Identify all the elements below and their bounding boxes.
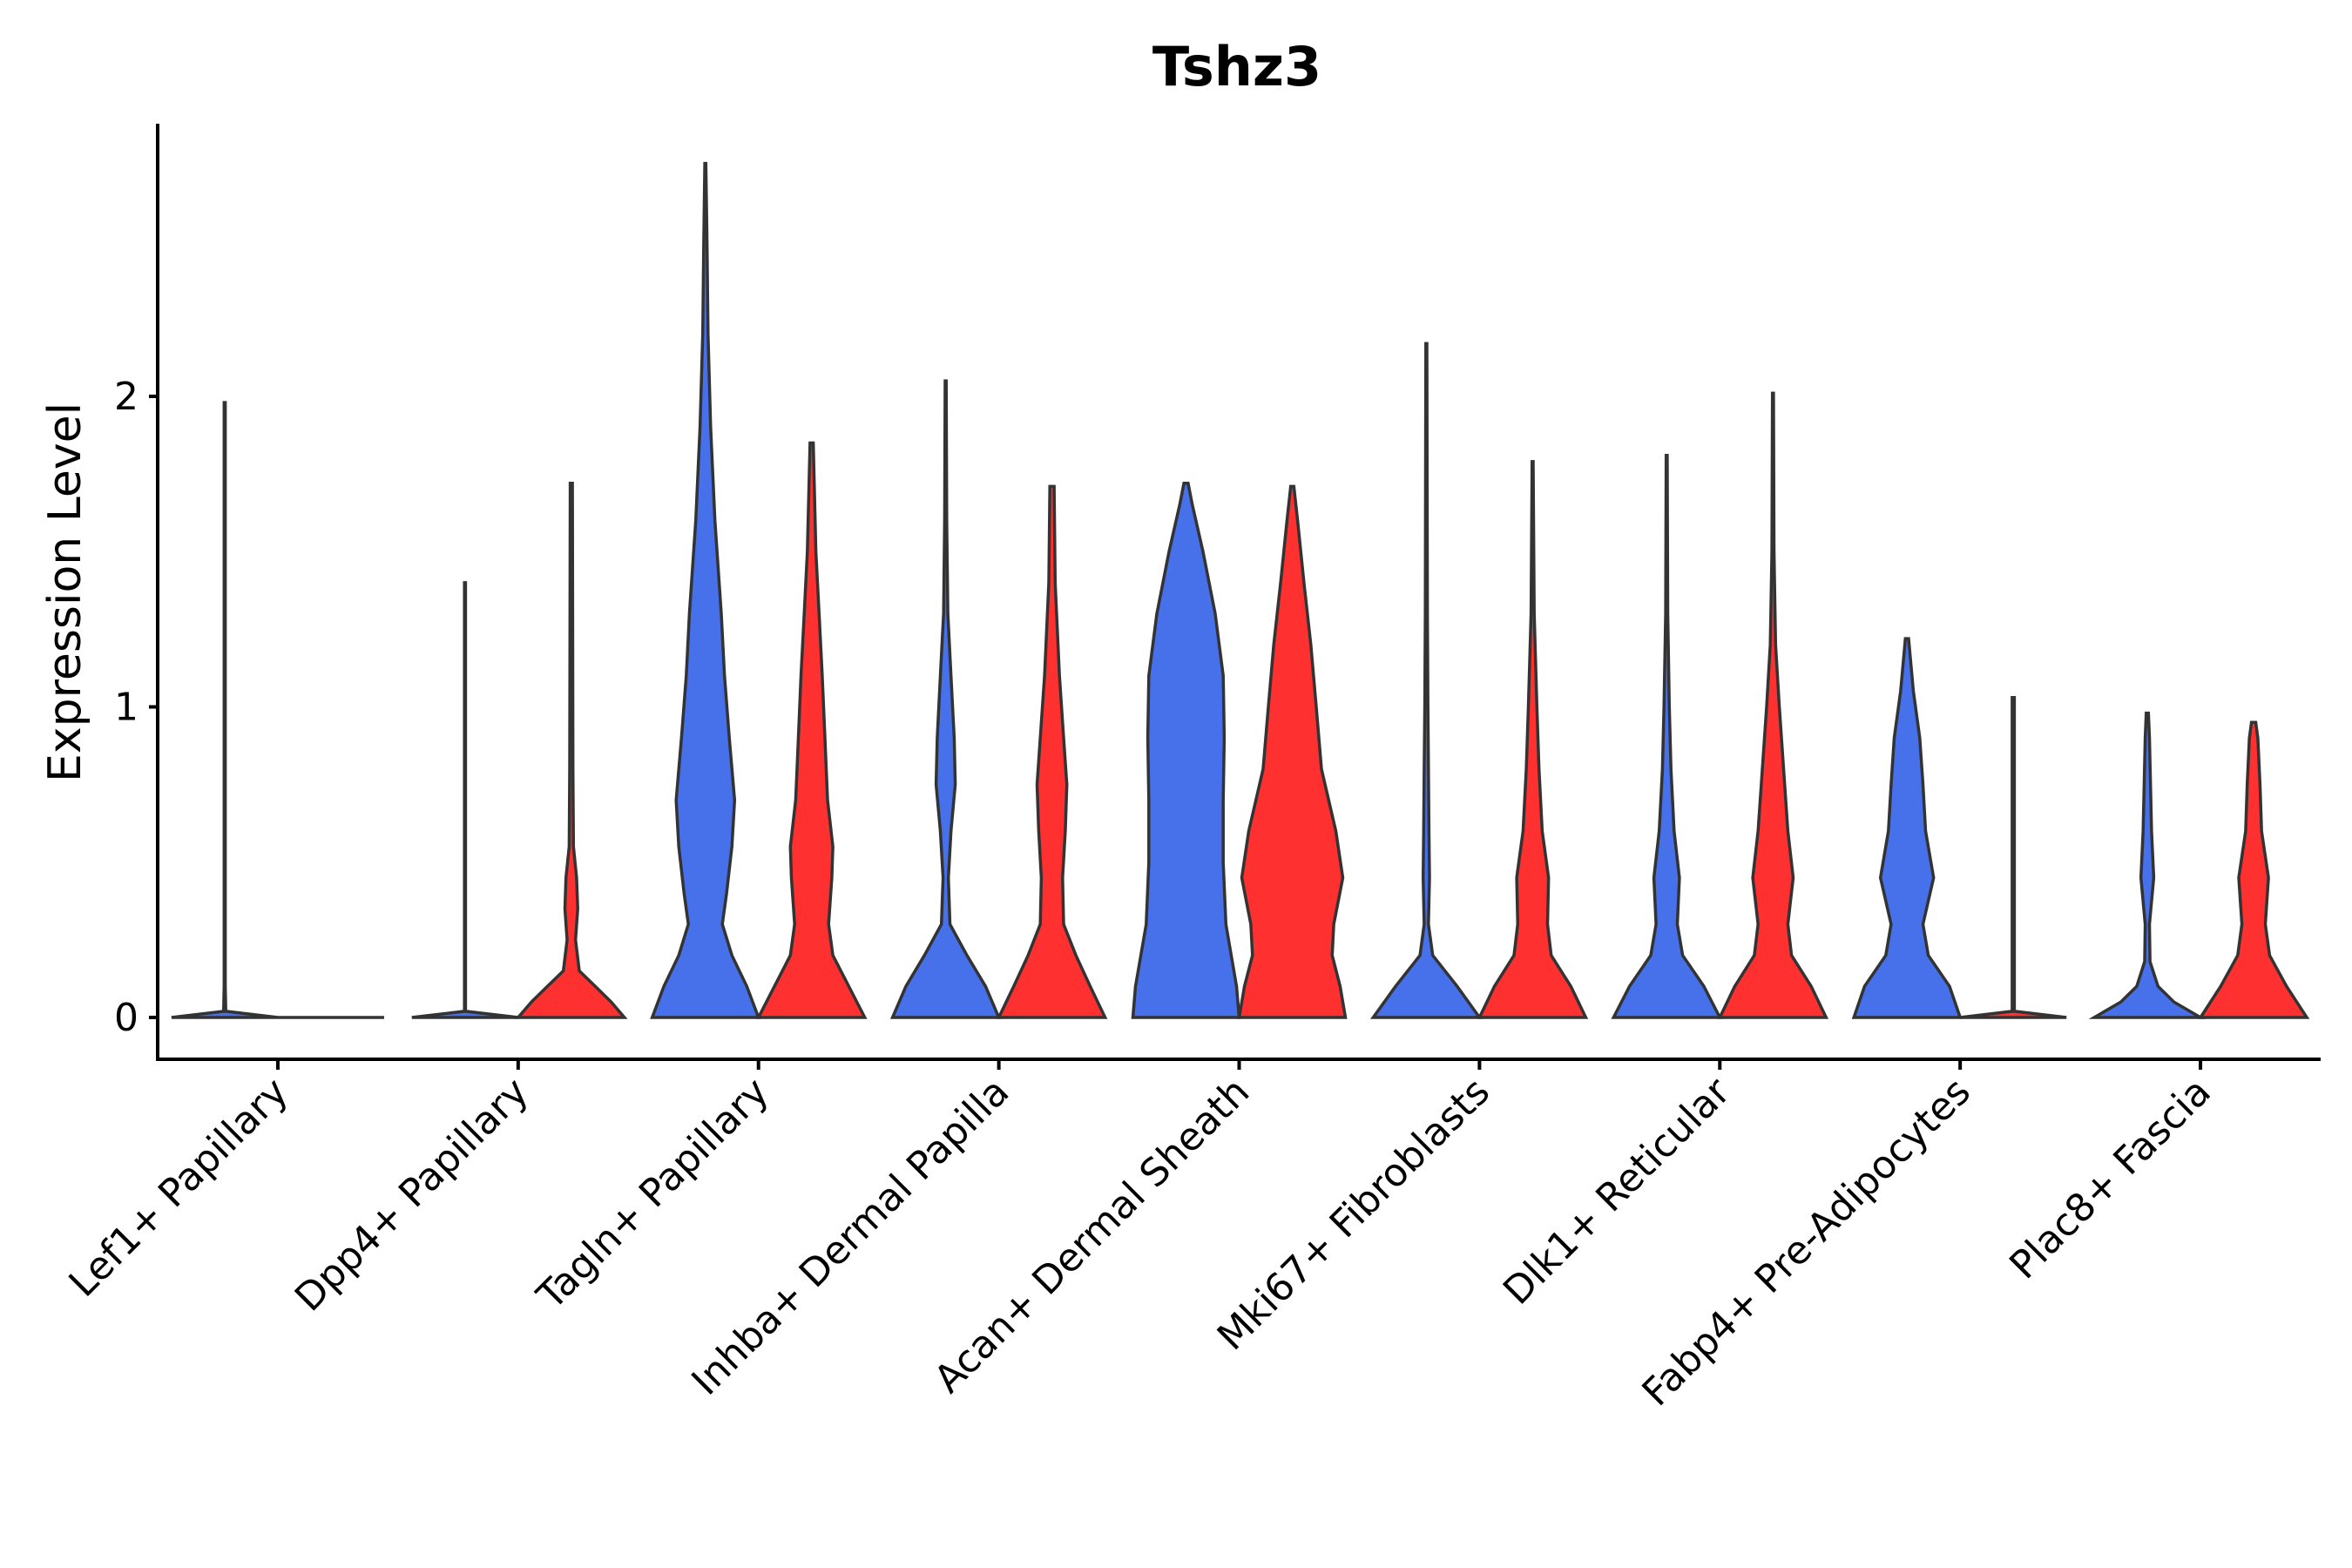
- y-tick-label: 1: [114, 686, 139, 730]
- violin-shape: [2197, 720, 2310, 1019]
- violin-shape: [514, 482, 628, 1019]
- chart-title: Tshz3: [1152, 35, 1321, 98]
- x-tick-label: Dpp4+ Papillary: [287, 1070, 537, 1321]
- x-tick-label: Mki67+ Fibroblasts: [1209, 1070, 1498, 1359]
- violin-shape: [1851, 637, 1963, 1019]
- y-tick-label: 2: [114, 375, 139, 419]
- violin-shape: [1237, 484, 1348, 1019]
- x-tick-label: Tagln+ Papillary: [528, 1070, 777, 1319]
- x-tick-label: Plac8+ Fascia: [2001, 1070, 2220, 1288]
- x-tick-label: Dlk1+ Reticular: [1495, 1069, 1740, 1314]
- violin-shape: [2088, 711, 2207, 1019]
- violin-shape: [755, 441, 868, 1019]
- x-tick-label: Lef1+ Papillary: [61, 1070, 297, 1306]
- violin-shape: [1611, 453, 1723, 1019]
- y-tick-label: 0: [114, 996, 139, 1040]
- violin-shape: [411, 581, 519, 1019]
- violin-shape: [889, 379, 1002, 1019]
- violin-shape: [1717, 391, 1829, 1019]
- violin-shape: [996, 484, 1108, 1019]
- violin-shape: [1131, 482, 1241, 1019]
- violin-shape: [1959, 696, 2067, 1019]
- violin-shape: [171, 401, 279, 1019]
- y-axis-ticks: 0 1 2: [114, 375, 158, 1040]
- violin-shape: [650, 161, 761, 1019]
- violin-series: [171, 161, 2310, 1019]
- violin-shape: [1369, 341, 1483, 1019]
- y-axis-label: Expression Level: [39, 402, 91, 782]
- violin-shape: [1477, 460, 1589, 1019]
